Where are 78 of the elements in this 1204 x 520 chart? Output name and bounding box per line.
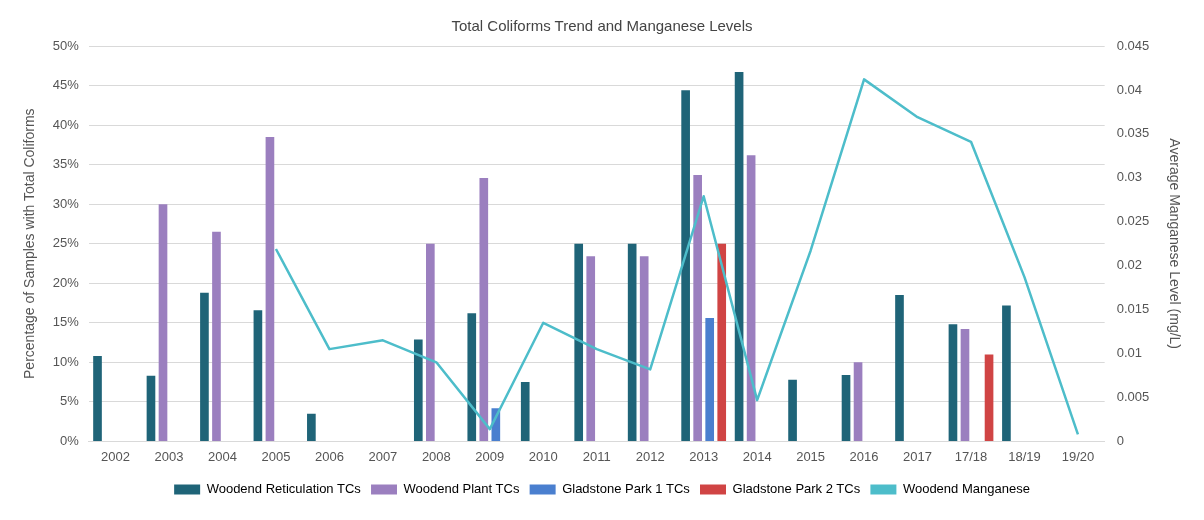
x-tick-label: 2016 xyxy=(849,448,879,464)
y2-tick-label: 0.035 xyxy=(1116,125,1150,141)
legend-label: Woodend Plant TCs xyxy=(403,481,520,497)
y-tick-label: 30% xyxy=(52,195,80,211)
y-tick-label: 50% xyxy=(52,37,80,53)
bar xyxy=(895,295,904,441)
legend-label: Gladstone Park 2 TCs xyxy=(732,481,861,497)
bar xyxy=(734,72,744,441)
y-tick-label: 20% xyxy=(52,274,80,290)
bar xyxy=(93,355,102,441)
x-tick-label: 17/18 xyxy=(954,448,988,464)
x-tick-label: 2013 xyxy=(689,448,719,464)
x-tick-label: 19/20 xyxy=(1061,448,1095,464)
x-tick-label: 2017 xyxy=(903,448,932,464)
x-tick-label: 2008 xyxy=(421,448,451,464)
bar xyxy=(426,243,435,441)
x-tick-label: 2007 xyxy=(368,448,398,464)
x-tick-label: 2003 xyxy=(154,448,184,464)
bar xyxy=(200,292,209,441)
y-axis-title: Percentage of Samples with Total Coliforms xyxy=(21,108,38,379)
x-tick-label: 2005 xyxy=(261,448,291,464)
bar xyxy=(479,178,489,441)
y-tick-label: 15% xyxy=(52,314,80,330)
y-tick-label: 25% xyxy=(52,235,80,251)
y2-tick-label: 0.01 xyxy=(1116,345,1142,361)
y2-tick-label: 0.025 xyxy=(1116,213,1150,229)
bar xyxy=(265,136,275,441)
x-tick-label: 2004 xyxy=(208,448,237,464)
bar xyxy=(639,256,649,441)
x-tick-label: 2014 xyxy=(742,448,772,464)
y-tick-label: 5% xyxy=(60,393,80,409)
y2-tick-label: 0.04 xyxy=(1116,81,1142,97)
y-tick-label: 40% xyxy=(52,116,80,132)
legend-label: Woodend Reticulation TCs xyxy=(206,481,362,497)
bar xyxy=(146,375,156,441)
bar xyxy=(705,318,715,441)
bar xyxy=(253,310,263,441)
x-tick-label: 2006 xyxy=(314,448,344,464)
bar xyxy=(853,362,863,441)
bar xyxy=(960,329,970,441)
x-tick-label: 2010 xyxy=(528,448,558,464)
bar xyxy=(467,313,477,441)
y-tick-label: 45% xyxy=(52,77,80,93)
bar xyxy=(413,339,423,441)
legend-label: Gladstone Park 1 TCs xyxy=(562,481,691,497)
x-tick-label: 2009 xyxy=(475,448,505,464)
bar xyxy=(984,354,994,441)
bar xyxy=(158,204,168,441)
y2-tick-label: 0.015 xyxy=(1116,301,1150,317)
y-tick-label: 0% xyxy=(60,432,80,448)
bar xyxy=(586,256,596,441)
y2-tick-label: 0.02 xyxy=(1116,257,1142,273)
bar xyxy=(212,231,221,441)
x-tick-label: 2015 xyxy=(796,448,826,464)
legend-label: Woodend Manganese xyxy=(902,481,1030,497)
y2-tick-label: 0.03 xyxy=(1116,169,1142,185)
y2-tick-label: 0.005 xyxy=(1116,389,1150,405)
y2-tick-label: 0 xyxy=(1116,432,1124,448)
bar xyxy=(717,243,727,441)
y-tick-label: 35% xyxy=(52,156,80,172)
bar xyxy=(574,243,584,441)
y-tick-label: 10% xyxy=(52,353,80,369)
y2-tick-label: 0.045 xyxy=(1116,37,1150,53)
bar xyxy=(693,174,702,441)
bar xyxy=(307,413,316,441)
x-tick-label: 2011 xyxy=(582,448,611,464)
x-tick-label: 18/19 xyxy=(1008,448,1041,464)
bar xyxy=(1002,305,1011,441)
bar xyxy=(948,324,958,441)
bar xyxy=(681,90,690,441)
bar xyxy=(627,243,637,441)
bar xyxy=(788,379,797,441)
y2-axis-title: Average Manganese Level (mg/L) xyxy=(1166,138,1183,350)
bar xyxy=(520,382,530,441)
bar xyxy=(841,374,851,441)
chart-title: Total Coliforms Trend and Manganese Levels xyxy=(451,17,753,35)
x-tick-label: 2002 xyxy=(101,448,131,464)
x-tick-label: 2012 xyxy=(635,448,665,464)
